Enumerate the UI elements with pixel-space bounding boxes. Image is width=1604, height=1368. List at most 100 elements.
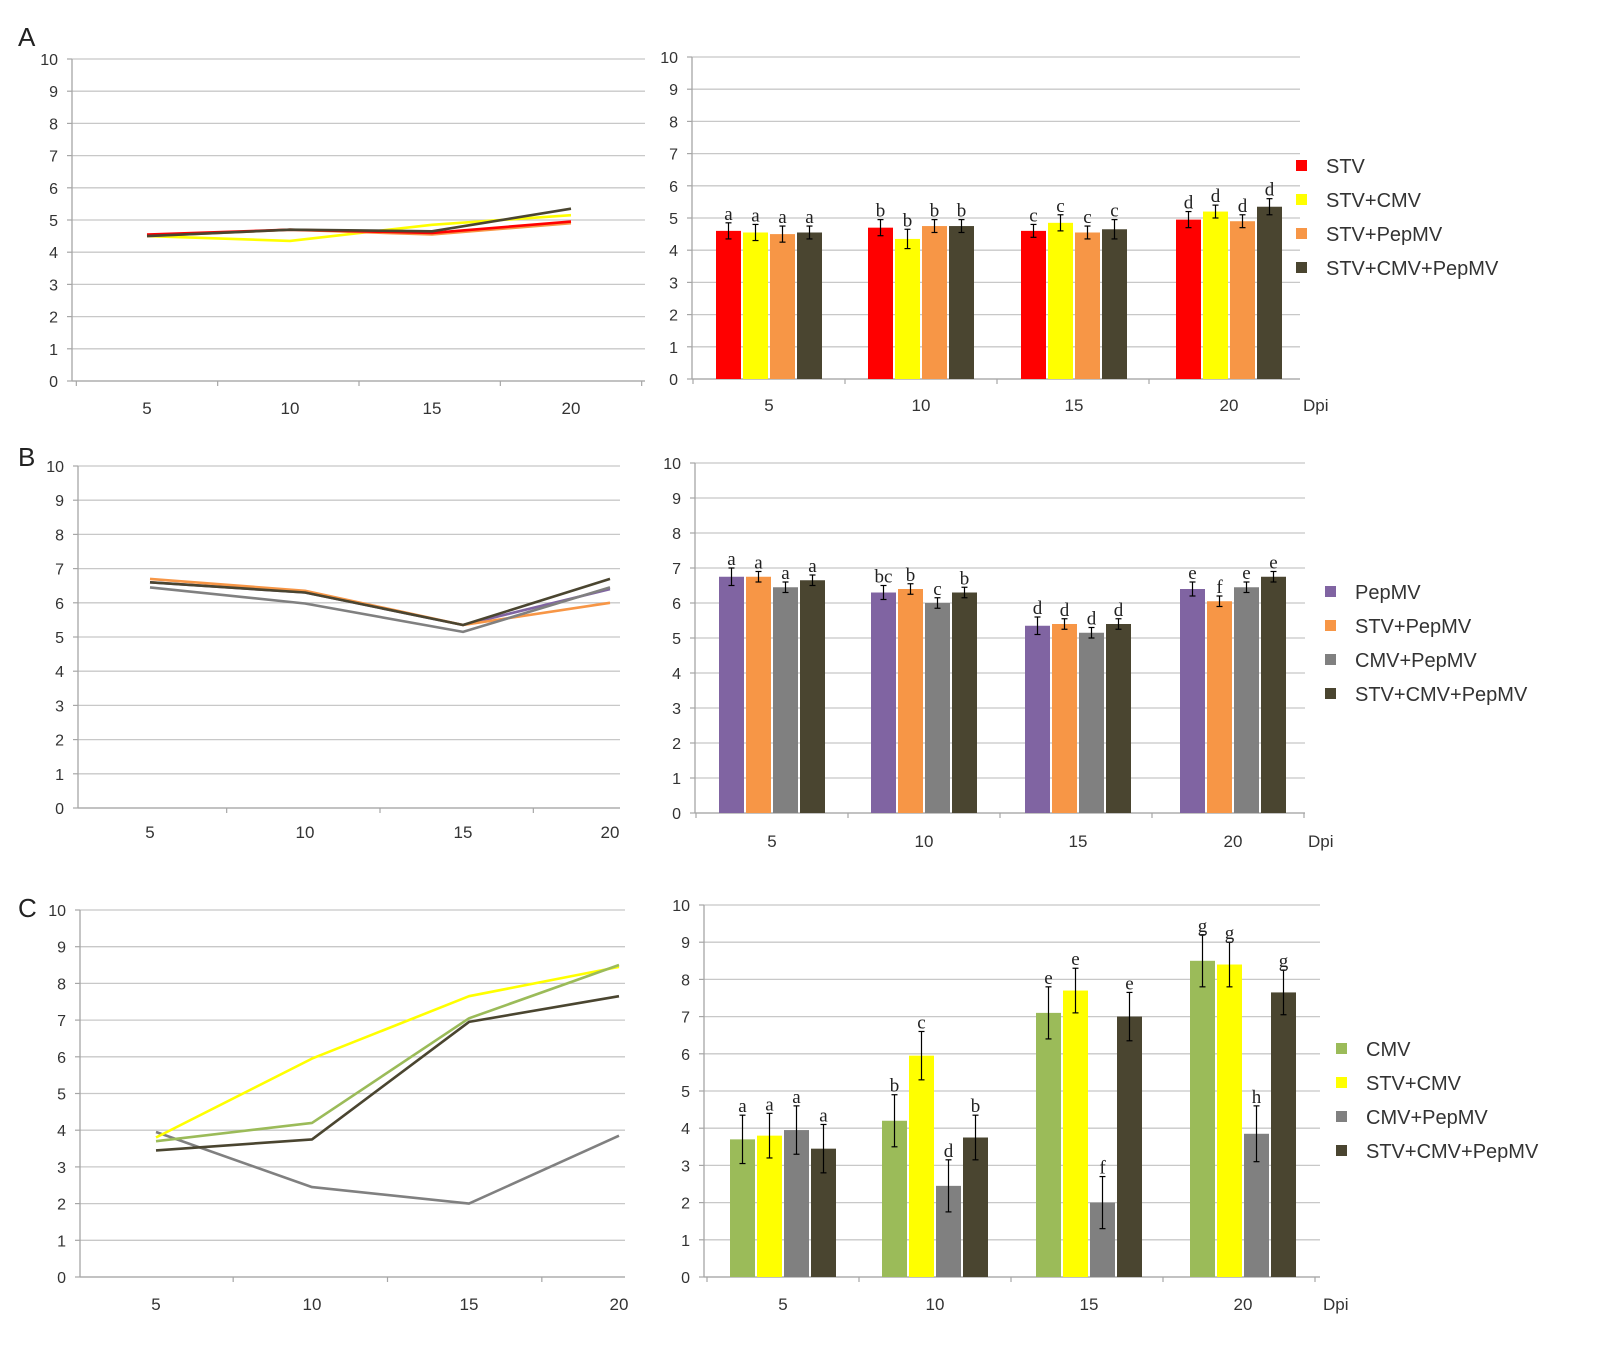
panel-c-line-ytick-label: 7 [57,1013,66,1030]
panel-c-bar-significance-label: d [944,1141,954,1162]
panel-c-bar-xtick-label: 5 [778,1295,787,1314]
panel-a-bar-bar-stv [868,227,893,379]
panel-label-b: B [18,442,35,472]
panel-a-bar-ytick-label: 8 [669,114,678,131]
panel-b-line-xtick-label: 15 [454,823,473,842]
panel-c-bar-legend-swatch-stv-cmv-pepmv [1336,1145,1347,1156]
panel-c-bar-significance-label: c [917,1012,925,1033]
panel-c-bar-bar-stv-cmv-pepmv [1271,992,1296,1277]
panel-a-bar-legend-label-stv-cmv-pepmv: STV+CMV+PepMV [1326,258,1499,280]
panel-label-c: C [18,893,37,923]
panel-a-bar-bar-stv-cmv [1203,211,1228,379]
panel-a-bar-significance-label: a [751,205,760,226]
panel-b-bar-ytick-label: 3 [672,701,681,718]
panel-b-bar-significance-label: b [960,568,970,589]
panel-b-bar-ytick-label: 6 [672,596,681,613]
panel-b-bar-significance-label: f [1216,577,1223,598]
panel-a-bar-significance-label: a [724,204,733,225]
panel-b-line-chart: 0 1 2 3 4 5 6 7 8 9 10 5 10 15 20 [46,459,620,842]
panel-b-bar-ytick-label: 10 [663,456,681,473]
panel-c-bar-significance-label: h [1252,1087,1262,1108]
panel-a-bar-significance-label: d [1211,186,1221,207]
panel-a-line-xtick-label: 10 [281,399,300,418]
panel-b-line-ytick-label: 6 [55,596,64,613]
panel-a-line-xtick-label: 20 [562,399,581,418]
panel-c-bar-ytick-label: 6 [681,1047,690,1064]
panel-a-bar-xtick-label: 20 [1220,396,1239,415]
panel-c-bar-ytick-label: 7 [681,1010,690,1027]
panel-b-bar-significance-label: e [1242,563,1250,584]
panel-c-bar-legend-label-stv-cmv: STV+CMV [1366,1073,1462,1095]
panel-a-bar-xaxis-title: Dpi [1303,396,1329,415]
panel-c-line-chart: 0 1 2 3 4 5 6 7 8 9 10 5 10 15 20 [48,903,628,1314]
panel-a-line-xtick-label: 5 [142,399,151,418]
panel-c-bar-significance-label: a [738,1096,747,1117]
panel-b-bar-ytick-label: 1 [672,771,681,788]
panel-c-bar-bar-stv-cmv-pepmv [963,1137,988,1277]
panel-b-bar-significance-label: d [1060,600,1070,621]
panel-c-line-ytick-label: 2 [57,1197,66,1214]
panel-a-line-ytick-label: 2 [49,310,58,327]
panel-c-bar-significance-label: e [1071,949,1079,970]
panel-a-bar-legend-swatch-stv [1296,160,1307,171]
panel-b-bar-bar-cmv-pepmv [773,587,798,813]
panel-b-bar-significance-label: e [1188,563,1196,584]
panel-b-line-ytick-label: 5 [55,630,64,647]
panel-b-line-ytick-label: 1 [55,767,64,784]
panel-a-bar-ytick-label: 1 [669,340,678,357]
panel-b-bar-significance-label: e [1269,553,1277,574]
panel-b-line-xtick-label: 20 [601,823,620,842]
panel-c-line-ytick-label: 0 [57,1270,66,1287]
panel-a-bar-bar-stv-cmv [743,232,768,379]
panel-b-bar-significance-label: a [727,549,736,570]
panel-c-bar-xaxis-title: Dpi [1323,1295,1349,1314]
panel-b-bar-xaxis-title: Dpi [1308,832,1334,851]
panel-b-line-ytick-label: 10 [46,459,64,476]
panel-b-line-ytick-label: 9 [55,493,64,510]
panel-b-bar-legend-label-stv-cmv-pepmv: STV+CMV+PepMV [1355,684,1528,706]
panel-c-bar-ytick-label: 8 [681,972,690,989]
panel-a-bar-chart: 0 1 2 3 4 5 6 7 8 9 10 5 10 15 20 Dpi a b c d a b c d a b c d a b c d ST… [660,50,1499,415]
panel-b-bar-bar-stv-pepmv [898,589,923,813]
panel-a-bar-xtick-label: 5 [764,396,773,415]
panel-b-bar-legend-label-stv-pepmv: STV+PepMV [1355,616,1472,638]
panel-c-line-series-stv-cmv-line [155,965,620,1139]
panel-c-bar-ytick-label: 4 [681,1121,690,1138]
panel-b-bar-significance-label: bc [875,567,893,588]
panel-b-bar-significance-label: a [754,553,763,574]
panel-b-bar-ytick-label: 0 [672,806,681,823]
panel-a-line-ytick-label: 7 [49,149,58,166]
panel-c-line-xtick-label: 5 [151,1295,160,1314]
panel-a-bar-legend-label-stv: STV [1326,156,1366,178]
panel-b-bar-xtick-label: 5 [767,832,776,851]
panel-c-bar-xtick-label: 15 [1080,1295,1099,1314]
panel-c-bar-legend-swatch-cmv [1336,1043,1347,1054]
panel-c-bar-bar-cmv [1036,1012,1061,1277]
panel-a-bar-significance-label: d [1238,196,1248,217]
panel-b-bar-bar-stv-cmv-pepmv [952,592,977,813]
panel-b-bar-legend-swatch-stv-cmv-pepmv [1325,688,1336,699]
panel-a-bar-bar-stv-cmv-pepmv [1257,206,1282,379]
panel-a-bar-ytick-label: 6 [669,179,678,196]
panel-a-bar-xtick-label: 10 [912,396,931,415]
panel-c-bar-significance-label: g [1225,923,1235,944]
panel-c-bar-significance-label: b [971,1096,981,1117]
panel-c-line-ytick-label: 3 [57,1160,66,1177]
panel-a-bar-bar-stv [1176,219,1201,379]
panel-a-bar-significance-label: c [1110,201,1118,222]
panel-c-line-ytick-label: 8 [57,976,66,993]
panel-a-line-ytick-label: 4 [49,245,58,262]
panel-c-bar-bar-cmv [1190,960,1215,1277]
panel-b-bar-bar-pepmv [1025,625,1050,813]
panel-b-bar-ytick-label: 9 [672,491,681,508]
panel-c-bar-significance-label: g [1198,916,1208,937]
panel-a-line-chart: 0 1 2 3 4 5 6 7 8 9 10 5 10 15 20 [40,52,645,418]
panel-b-bar-bar-stv-cmv-pepmv [1106,624,1131,813]
panel-b-bar-significance-label: c [933,579,941,600]
panel-b-bar-bar-pepmv [1180,589,1205,813]
panel-c-line-xtick-label: 15 [460,1295,479,1314]
panel-b-bar-legend-swatch-cmv-pepmv [1325,654,1336,665]
panel-c-line-ytick-label: 9 [57,940,66,957]
panel-a-bar-legend-label-stv-cmv: STV+CMV [1326,190,1422,212]
